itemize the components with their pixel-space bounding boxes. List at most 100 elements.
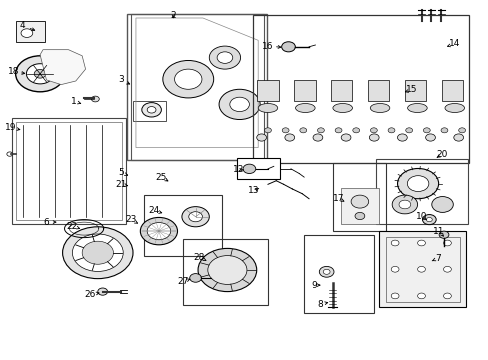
Text: 25: 25 [155,173,167,181]
Circle shape [398,200,410,209]
Circle shape [281,42,295,52]
Text: 18: 18 [8,68,20,77]
Circle shape [140,217,177,245]
Bar [12,118,126,224]
Circle shape [352,128,359,133]
Text: 3: 3 [118,76,124,85]
Circle shape [397,134,407,141]
Circle shape [147,222,170,240]
Circle shape [387,128,394,133]
Circle shape [147,107,156,113]
Text: 8: 8 [317,300,323,309]
Circle shape [405,128,412,133]
Circle shape [189,274,201,282]
Bar [304,235,373,313]
Circle shape [209,46,240,69]
Circle shape [431,197,452,212]
Bar [133,101,166,121]
Circle shape [458,128,465,133]
Circle shape [443,293,450,299]
Circle shape [243,164,255,174]
Circle shape [264,128,271,133]
Text: 11: 11 [432,227,444,236]
Bar [16,21,45,42]
Text: 6: 6 [43,217,49,227]
Circle shape [229,97,249,112]
Circle shape [350,195,368,208]
Circle shape [417,266,425,272]
Circle shape [417,293,425,299]
Circle shape [142,103,161,117]
Circle shape [312,134,322,141]
Circle shape [319,266,333,277]
Bar [16,122,122,220]
Text: 7: 7 [434,254,440,263]
Circle shape [82,241,113,264]
Text: 5: 5 [118,168,124,177]
Circle shape [407,176,428,192]
Bar [404,80,426,101]
Polygon shape [40,50,85,85]
Text: 2: 2 [170,10,176,19]
Ellipse shape [258,104,277,112]
Ellipse shape [407,104,427,112]
Circle shape [198,248,256,292]
Circle shape [390,240,398,246]
Text: 27: 27 [177,277,189,286]
Circle shape [391,195,417,214]
Bar [333,163,386,231]
Circle shape [370,128,377,133]
Circle shape [98,288,107,295]
Text: 15: 15 [405,85,417,94]
Circle shape [219,89,260,120]
Circle shape [21,29,33,37]
Text: 21: 21 [115,180,127,189]
Bar [441,80,462,101]
Circle shape [317,128,324,133]
Ellipse shape [295,104,314,112]
Circle shape [334,128,341,133]
Circle shape [91,96,99,102]
Circle shape [443,266,450,272]
Bar [127,14,266,160]
Circle shape [422,215,435,225]
Bar [257,80,278,101]
Circle shape [438,231,448,238]
Text: 23: 23 [125,215,137,224]
Circle shape [453,134,463,141]
Text: 13: 13 [247,186,259,195]
Circle shape [285,134,294,141]
Text: 24: 24 [148,206,160,215]
Circle shape [425,134,434,141]
Text: 22: 22 [66,222,78,231]
Circle shape [72,234,123,271]
Text: 12: 12 [232,165,244,174]
Bar [293,80,315,101]
Circle shape [397,168,438,199]
Circle shape [341,134,350,141]
Circle shape [368,134,378,141]
Circle shape [354,212,364,220]
Circle shape [426,217,431,222]
Circle shape [256,134,266,141]
Circle shape [323,269,329,274]
Text: 26: 26 [84,290,96,299]
Circle shape [16,56,64,92]
Circle shape [26,64,54,84]
Circle shape [62,227,133,279]
Bar [144,195,222,256]
Circle shape [174,69,202,89]
Bar [341,188,378,224]
Circle shape [390,266,398,272]
Text: 17: 17 [332,194,344,203]
Bar [183,239,267,305]
Circle shape [34,69,46,78]
Circle shape [217,52,232,63]
Text: 16: 16 [262,41,273,50]
Bar [330,80,352,101]
Circle shape [282,128,288,133]
Circle shape [163,60,213,98]
Circle shape [188,212,202,222]
Circle shape [423,128,429,133]
Text: 1: 1 [71,97,77,106]
